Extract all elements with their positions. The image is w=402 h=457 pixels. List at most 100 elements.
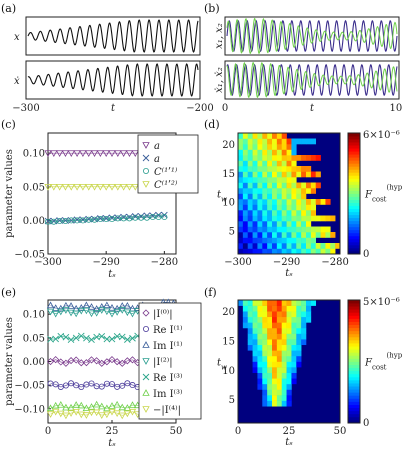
heat-cell-d xyxy=(262,188,268,194)
colorbar-step-d xyxy=(348,172,360,176)
point-c2-9 xyxy=(97,216,104,223)
heat-cell-f xyxy=(262,344,268,351)
heat-cell-d xyxy=(301,210,307,216)
heat-cell-d xyxy=(291,243,297,249)
heat-cell-d xyxy=(242,171,249,178)
ytick-f-3: 20 xyxy=(222,307,235,318)
colorbar-step-d xyxy=(348,244,360,249)
colorbar-step-f xyxy=(348,318,360,322)
heat-cell-d xyxy=(320,232,326,238)
colorbar-frame-d xyxy=(347,132,361,255)
ylabel-a1: ẋ xyxy=(14,76,20,87)
colorbar-step-d xyxy=(348,238,360,243)
heat-cell-d xyxy=(247,182,253,189)
heat-cell-d xyxy=(262,166,268,172)
heat-cell-d xyxy=(238,160,244,167)
heat-cell-f xyxy=(291,327,297,334)
colorbar-step-f xyxy=(348,309,360,313)
heat-cell-d xyxy=(291,155,297,161)
point-c0-6 xyxy=(79,150,87,157)
point-c2-20 xyxy=(161,214,168,221)
heat-cell-f xyxy=(276,311,283,318)
point-c2-15 xyxy=(132,214,139,221)
point-e6-4 xyxy=(67,410,75,417)
heat-cell-d xyxy=(238,177,244,183)
heat-cell-d xyxy=(296,199,302,205)
heat-cell-d xyxy=(296,182,302,189)
point-c1-18 xyxy=(149,212,157,220)
colorbar-step-f xyxy=(348,352,360,356)
heat-cell-f xyxy=(286,372,292,379)
heat-cell-d xyxy=(247,171,253,178)
heat-cell-d xyxy=(262,160,268,167)
point-e3-0 xyxy=(46,308,55,316)
heat-cell-d xyxy=(330,243,336,249)
point-c2-12 xyxy=(114,215,121,222)
heat-cell-f xyxy=(272,344,278,351)
heat-cell-f xyxy=(262,322,268,329)
ylabel-d: tw xyxy=(217,190,227,204)
heat-cell-d xyxy=(330,248,336,255)
heat-cell-d xyxy=(252,166,258,172)
heat-cell-f xyxy=(281,378,287,385)
heat-cell-d xyxy=(310,248,317,255)
heat-cell-f xyxy=(267,378,273,385)
point-c0-13 xyxy=(119,150,128,157)
heat-cell-d xyxy=(242,155,249,161)
ylabel-sub-f: w xyxy=(221,364,227,372)
colorbar-step-d xyxy=(348,136,360,140)
point-e4-3 xyxy=(62,333,70,341)
heat-cell-f xyxy=(272,327,278,334)
colorbar-step-f xyxy=(348,315,360,319)
colorbar-step-d xyxy=(348,175,360,179)
heat-cell-d xyxy=(320,215,326,222)
heat-cell-d xyxy=(281,144,287,150)
heat-cell-d xyxy=(247,149,253,156)
colorbar-step-d xyxy=(348,205,360,210)
xlabel-a: t xyxy=(111,103,116,114)
point-e5-2 xyxy=(57,401,65,408)
heat-cell-d xyxy=(267,204,273,211)
heat-cell-f xyxy=(252,350,258,357)
heat-cell-f xyxy=(296,339,302,346)
heat-cell-f xyxy=(296,355,302,362)
heat-cell-d xyxy=(306,221,312,227)
legend-marker-e5 xyxy=(142,389,150,396)
colorbar-step-f xyxy=(348,300,360,304)
heat-cell-d xyxy=(272,144,278,150)
colorbar-step-d xyxy=(348,163,360,167)
colorbar-step-f xyxy=(348,327,360,332)
heat-cell-f xyxy=(286,305,292,312)
heat-cell-f xyxy=(272,378,278,385)
heat-cell-f xyxy=(296,333,302,340)
heat-cell-d xyxy=(276,193,283,200)
colorbar-step-f xyxy=(348,386,360,390)
legend-label-e2: Im I⁽¹⁾ xyxy=(153,341,182,352)
heat-cell-f xyxy=(296,316,302,323)
heat-cell-f xyxy=(276,322,283,329)
heat-cell-d xyxy=(262,144,268,150)
heat-cell-f xyxy=(296,327,302,334)
heat-cell-d xyxy=(247,248,253,255)
heat-cell-d xyxy=(330,232,336,238)
colorbar-label-f: Fcost(hyp) xyxy=(364,352,402,372)
heat-cell-f xyxy=(281,327,287,334)
xtick-c-2: −280 xyxy=(151,257,178,268)
heat-cell-d xyxy=(242,204,249,211)
point-c3-2 xyxy=(55,183,64,191)
heat-cell-d xyxy=(296,243,302,249)
point-c3-15 xyxy=(131,183,139,191)
series-b0-1 xyxy=(226,17,398,55)
heat-cell-f xyxy=(267,372,273,379)
colorbar-step-f xyxy=(348,410,360,415)
heat-cell-f xyxy=(276,316,283,323)
heat-cell-d xyxy=(267,193,273,200)
point-c1-11 xyxy=(108,214,116,222)
point-e0-13 xyxy=(113,358,121,366)
heat-cell-d xyxy=(276,144,283,150)
heat-cell-d xyxy=(281,149,287,156)
colorbar-step-d xyxy=(348,166,360,170)
heat-cell-d xyxy=(257,188,263,194)
colorbar-step-f xyxy=(348,373,360,378)
heat-cell-d xyxy=(306,138,312,145)
